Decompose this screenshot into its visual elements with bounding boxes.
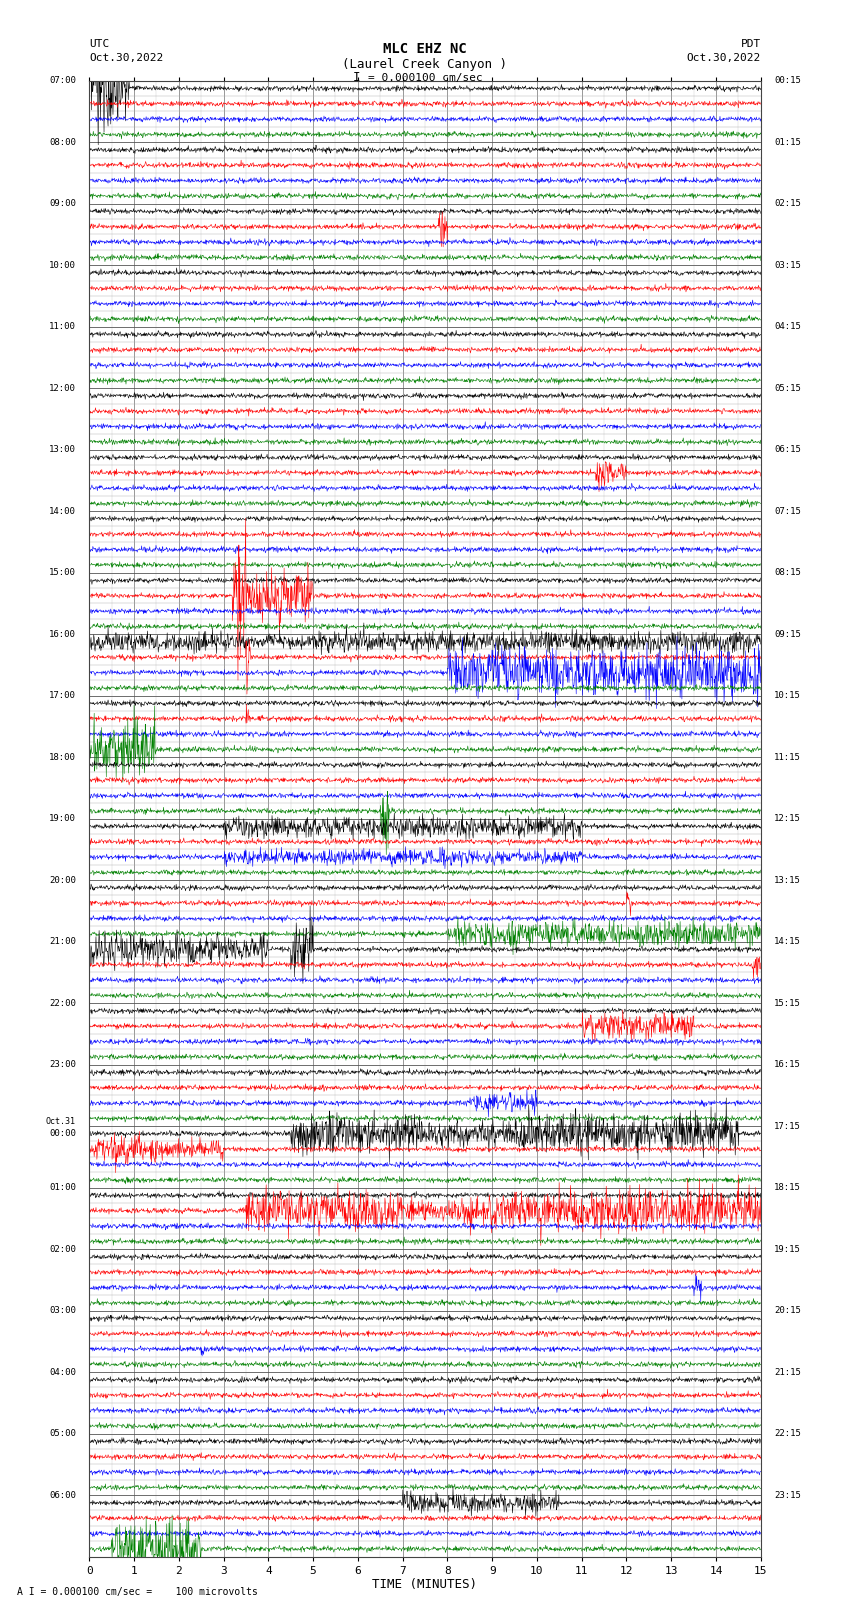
Text: 02:00: 02:00 xyxy=(49,1245,76,1253)
Text: 16:00: 16:00 xyxy=(49,629,76,639)
Text: 02:15: 02:15 xyxy=(774,198,801,208)
Text: 03:15: 03:15 xyxy=(774,261,801,269)
Text: Oct.31: Oct.31 xyxy=(46,1118,76,1126)
Text: 13:00: 13:00 xyxy=(49,445,76,455)
Text: 11:15: 11:15 xyxy=(774,753,801,761)
Text: 10:15: 10:15 xyxy=(774,690,801,700)
Text: 12:15: 12:15 xyxy=(774,815,801,823)
Text: 23:15: 23:15 xyxy=(774,1490,801,1500)
X-axis label: TIME (MINUTES): TIME (MINUTES) xyxy=(372,1579,478,1592)
Text: 22:00: 22:00 xyxy=(49,998,76,1008)
Text: 21:15: 21:15 xyxy=(774,1368,801,1376)
Text: 05:00: 05:00 xyxy=(49,1429,76,1439)
Text: 17:15: 17:15 xyxy=(774,1121,801,1131)
Text: 23:00: 23:00 xyxy=(49,1060,76,1069)
Text: 17:00: 17:00 xyxy=(49,690,76,700)
Text: 05:15: 05:15 xyxy=(774,384,801,392)
Text: PDT: PDT xyxy=(740,39,761,48)
Text: 08:00: 08:00 xyxy=(49,137,76,147)
Text: 00:00: 00:00 xyxy=(49,1129,76,1139)
Text: 20:15: 20:15 xyxy=(774,1307,801,1315)
Text: 12:00: 12:00 xyxy=(49,384,76,392)
Text: 15:15: 15:15 xyxy=(774,998,801,1008)
Text: MLC EHZ NC: MLC EHZ NC xyxy=(383,42,467,56)
Text: 18:00: 18:00 xyxy=(49,753,76,761)
Text: = 0.000100 cm/sec: = 0.000100 cm/sec xyxy=(367,73,483,82)
Text: A I = 0.000100 cm/sec =    100 microvolts: A I = 0.000100 cm/sec = 100 microvolts xyxy=(17,1587,258,1597)
Text: 19:00: 19:00 xyxy=(49,815,76,823)
Text: 16:15: 16:15 xyxy=(774,1060,801,1069)
Text: 01:00: 01:00 xyxy=(49,1182,76,1192)
Text: 22:15: 22:15 xyxy=(774,1429,801,1439)
Text: UTC: UTC xyxy=(89,39,110,48)
Text: 03:00: 03:00 xyxy=(49,1307,76,1315)
Text: 08:15: 08:15 xyxy=(774,568,801,577)
Text: 09:15: 09:15 xyxy=(774,629,801,639)
Text: 13:15: 13:15 xyxy=(774,876,801,884)
Text: 14:00: 14:00 xyxy=(49,506,76,516)
Text: 18:15: 18:15 xyxy=(774,1182,801,1192)
Text: 14:15: 14:15 xyxy=(774,937,801,947)
Text: 04:15: 04:15 xyxy=(774,323,801,331)
Text: 21:00: 21:00 xyxy=(49,937,76,947)
Text: 20:00: 20:00 xyxy=(49,876,76,884)
Text: 15:00: 15:00 xyxy=(49,568,76,577)
Text: 11:00: 11:00 xyxy=(49,323,76,331)
Text: 01:15: 01:15 xyxy=(774,137,801,147)
Text: I: I xyxy=(354,71,360,84)
Text: 07:15: 07:15 xyxy=(774,506,801,516)
Text: 09:00: 09:00 xyxy=(49,198,76,208)
Text: 10:00: 10:00 xyxy=(49,261,76,269)
Text: Oct.30,2022: Oct.30,2022 xyxy=(687,53,761,63)
Text: 00:15: 00:15 xyxy=(774,76,801,85)
Text: 04:00: 04:00 xyxy=(49,1368,76,1376)
Text: 06:00: 06:00 xyxy=(49,1490,76,1500)
Text: 19:15: 19:15 xyxy=(774,1245,801,1253)
Text: 06:15: 06:15 xyxy=(774,445,801,455)
Text: 07:00: 07:00 xyxy=(49,76,76,85)
Text: (Laurel Creek Canyon ): (Laurel Creek Canyon ) xyxy=(343,58,507,71)
Text: Oct.30,2022: Oct.30,2022 xyxy=(89,53,163,63)
